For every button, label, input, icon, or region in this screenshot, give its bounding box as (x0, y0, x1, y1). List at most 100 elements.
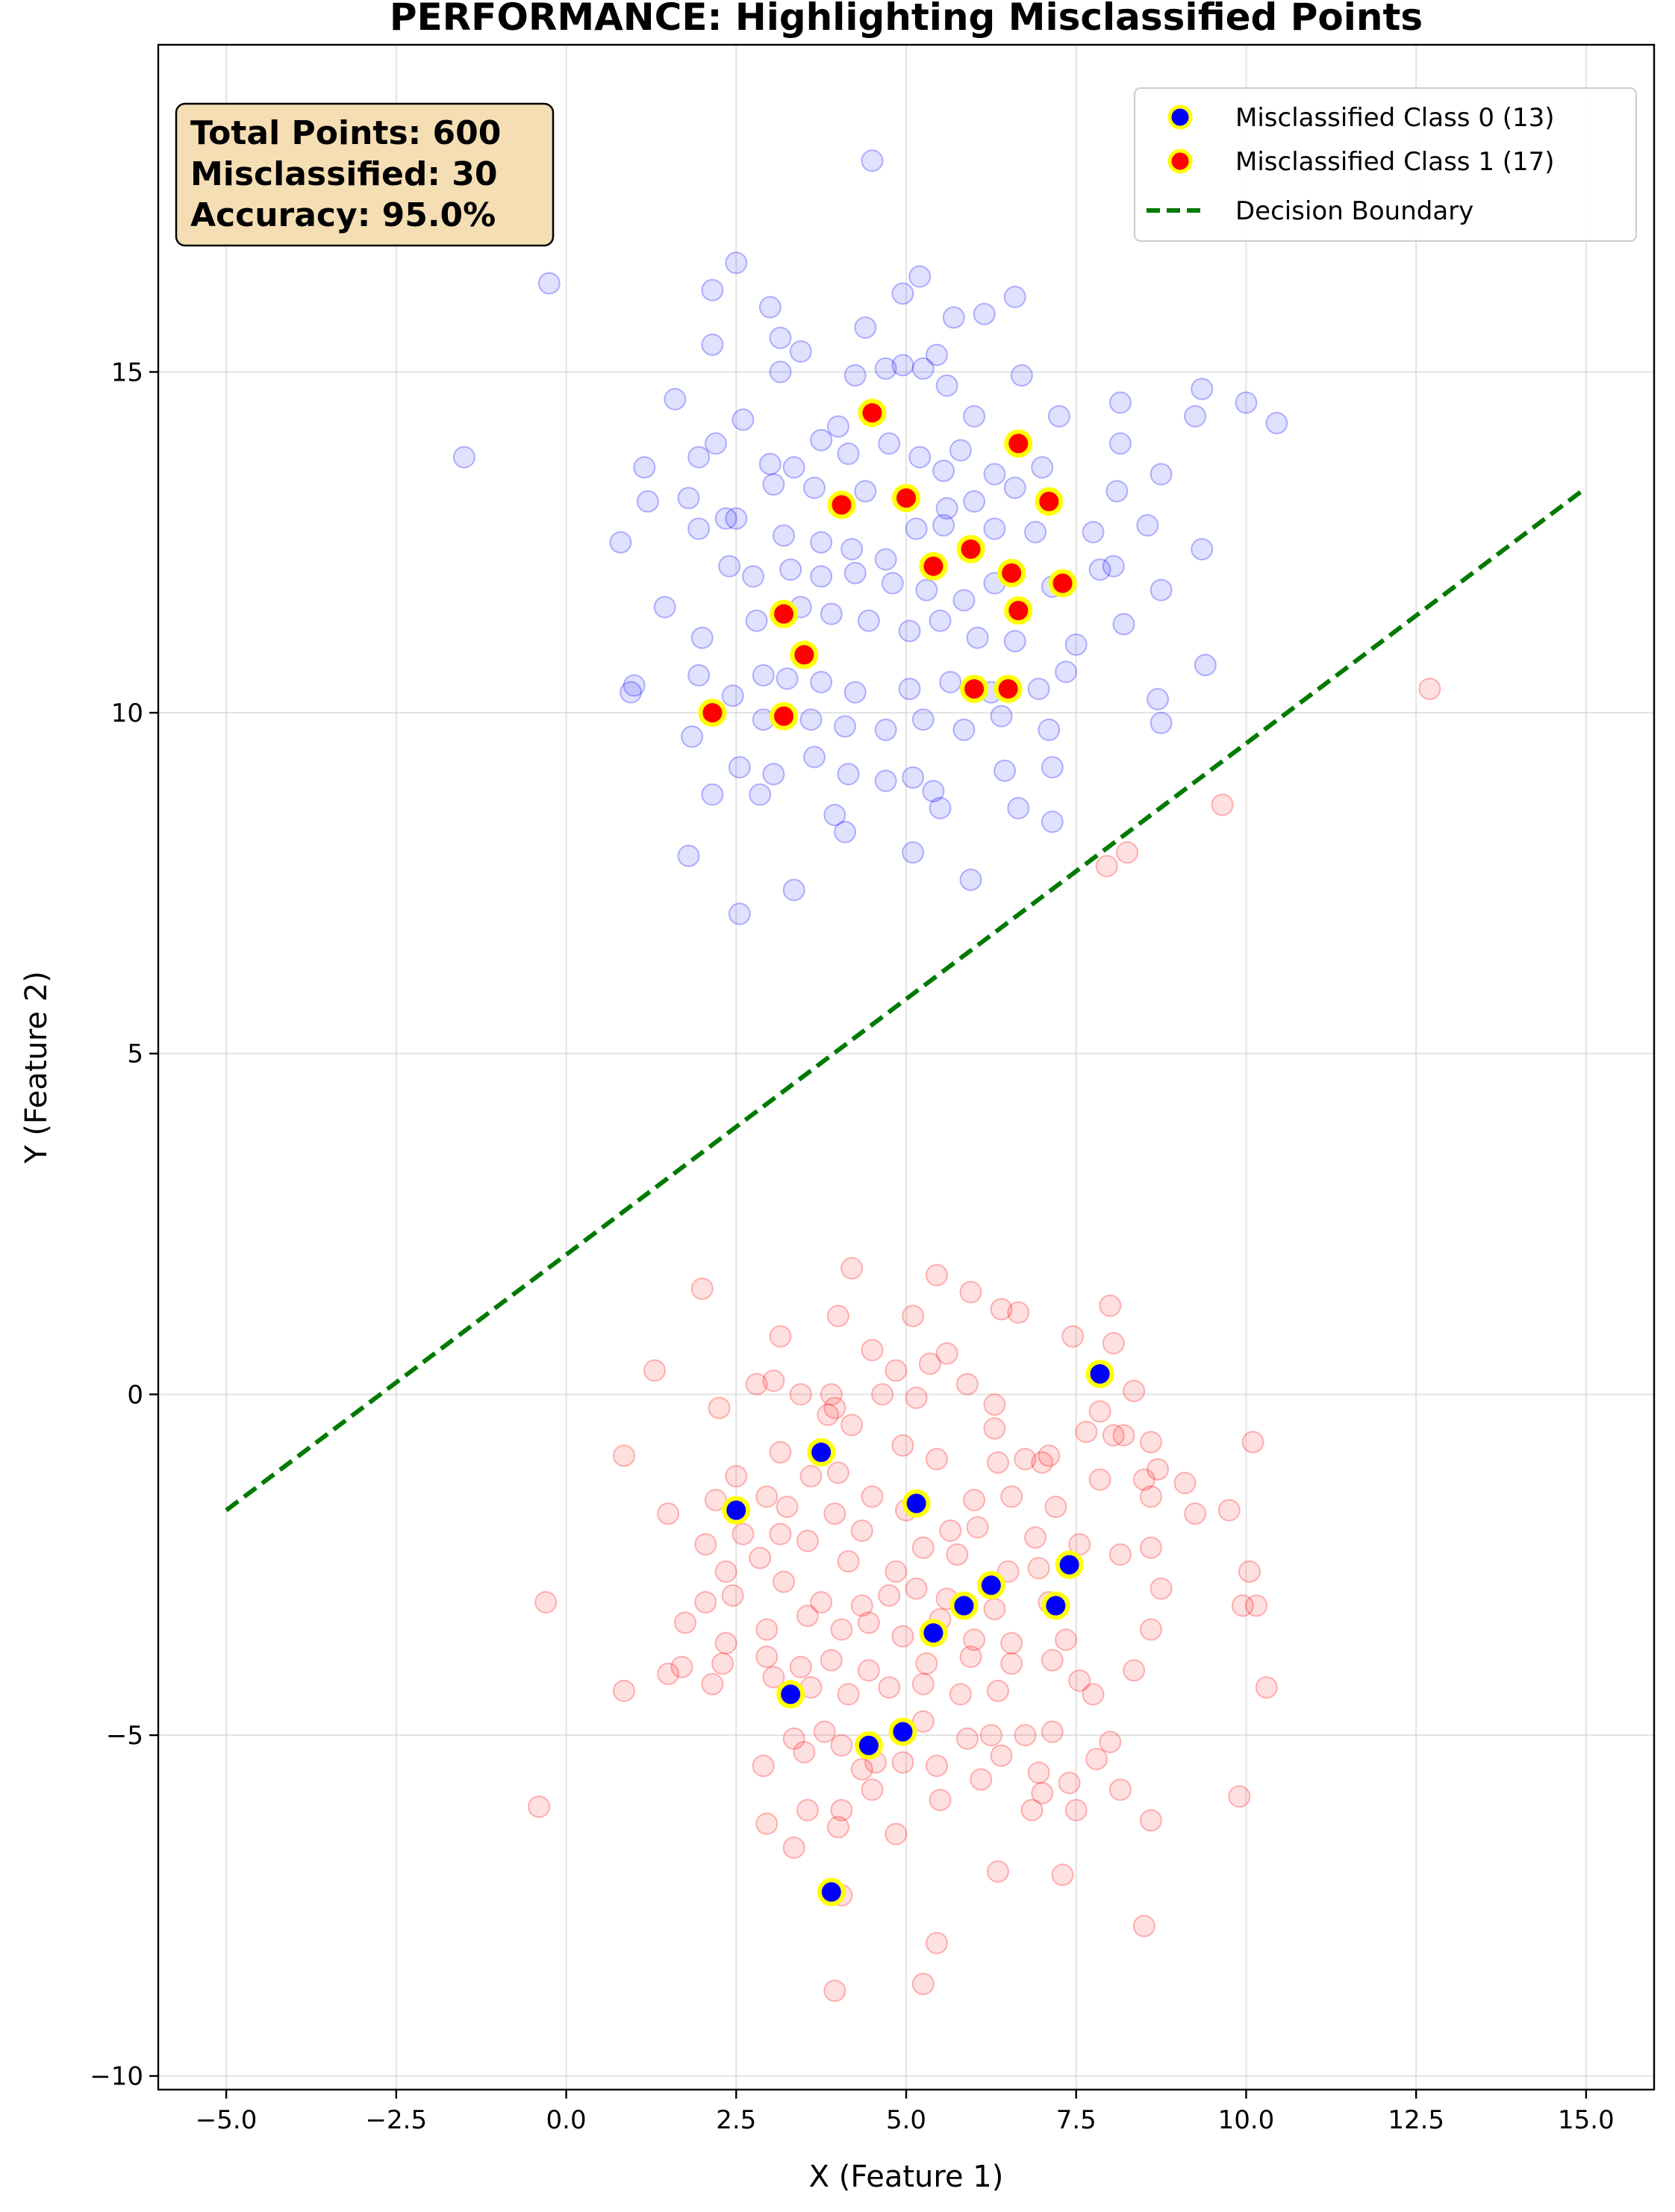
class0-point (1082, 521, 1105, 544)
class0-point (874, 357, 897, 380)
misclassified-class1-point (997, 558, 1026, 587)
class1-point (1051, 1863, 1074, 1887)
class1-point (823, 1396, 846, 1419)
class1-point (925, 1755, 948, 1778)
class0-point (932, 459, 955, 482)
class1-point (657, 1662, 680, 1685)
class1-point (1064, 1799, 1088, 1822)
class1-point (1241, 1431, 1264, 1454)
class1-point (782, 1727, 805, 1750)
class0-point (891, 282, 914, 305)
class1-point (1139, 1431, 1162, 1454)
y-tick-label: −10 (90, 2062, 143, 2092)
class0-point (915, 578, 938, 602)
class0-point (803, 746, 826, 769)
class0-point (609, 531, 632, 554)
class0-point (452, 446, 475, 469)
class0-point (826, 415, 849, 438)
class0-point (1191, 378, 1214, 401)
class1-point (1139, 1536, 1162, 1559)
class0-point (701, 278, 724, 302)
class0-point (623, 674, 646, 697)
legend-label-class1: Misclassified Class 1 (17) (1235, 147, 1555, 177)
class1-point (725, 1465, 748, 1487)
class1-point (708, 1396, 731, 1419)
class0-point (820, 602, 843, 625)
class1-point (939, 1519, 962, 1543)
background-class1-points (528, 678, 1441, 2002)
class0-point (718, 554, 741, 578)
class1-point (925, 1448, 948, 1471)
class0-point (1041, 810, 1064, 834)
class0-point (922, 780, 945, 803)
class1-point (966, 1516, 989, 1539)
class0-point (636, 490, 659, 513)
misclassified-class1-point (790, 640, 819, 669)
class1-point (1027, 1557, 1050, 1580)
class0-point (1235, 391, 1258, 414)
class0-point (769, 360, 792, 384)
class1-point (1041, 1649, 1064, 1672)
class0-point (990, 704, 1013, 728)
class0-point (854, 316, 877, 340)
misclassified-class1-point (1004, 429, 1033, 458)
class1-point (714, 1560, 737, 1583)
misclassified-class1-point (698, 699, 727, 728)
stats-misclassified: Misclassified: 30 (190, 155, 497, 193)
class1-point (963, 1488, 986, 1511)
misclassified-class1-point (770, 702, 799, 731)
class1-point (796, 1605, 819, 1628)
class0-point (949, 439, 972, 462)
class0-point (1112, 613, 1135, 636)
class1-point (612, 1444, 635, 1467)
class1-point (918, 1352, 941, 1375)
class1-point (810, 1590, 833, 1613)
class1-point (796, 1799, 819, 1822)
class0-point (857, 609, 880, 632)
class0-point (874, 718, 897, 741)
x-tick-label: 0.0 (546, 2105, 587, 2135)
class1-point (755, 1618, 779, 1641)
class1-point (1095, 855, 1118, 878)
misclassified-class1-point (892, 484, 920, 513)
class0-point (803, 476, 826, 499)
class1-point (1108, 1778, 1132, 1802)
class1-point (1150, 1577, 1173, 1600)
class0-point (898, 678, 921, 701)
class0-point (752, 663, 775, 687)
class1-point (789, 1655, 812, 1678)
class0-point (973, 302, 996, 325)
class1-point (1020, 1799, 1044, 1822)
misclassified-class0-point (817, 1878, 846, 1907)
class1-point (902, 1305, 925, 1328)
class0-point (1038, 718, 1061, 741)
class0-point (1055, 660, 1078, 684)
axis-ticks: −5.0 −2.5 0.0 2.5 5.0 7.5 10.0 12.5 15.0 −10 −5 0 5 1… (90, 357, 1615, 2135)
class1-point (925, 1931, 948, 1955)
class0-point (902, 841, 925, 864)
class1-point (983, 1417, 1006, 1440)
legend-marker-class0 (1167, 104, 1193, 130)
class1-point (820, 1649, 843, 1672)
class1-point (769, 1441, 792, 1464)
class0-point (878, 432, 901, 455)
class0-point (1150, 578, 1173, 602)
class1-point (915, 1652, 938, 1675)
class0-point (837, 443, 860, 465)
class1-point (946, 1543, 969, 1566)
stats-total: Total Points: 600 (190, 114, 501, 152)
class1-point (955, 1727, 979, 1750)
class1-point (1228, 1785, 1251, 1808)
misclassified-class1-point (1035, 487, 1064, 516)
class1-point (694, 1590, 717, 1613)
class0-point (789, 340, 812, 363)
y-axis-label: Y (Feature 2) (19, 971, 54, 1164)
class1-point (837, 1550, 860, 1573)
class0-point (823, 804, 846, 827)
class0-point (905, 517, 928, 540)
class1-point (935, 1342, 958, 1365)
class0-point (1027, 678, 1050, 701)
class1-point (891, 1625, 914, 1648)
misclassified-class0-point (949, 1591, 979, 1620)
misclassified-class1-point (858, 399, 887, 428)
